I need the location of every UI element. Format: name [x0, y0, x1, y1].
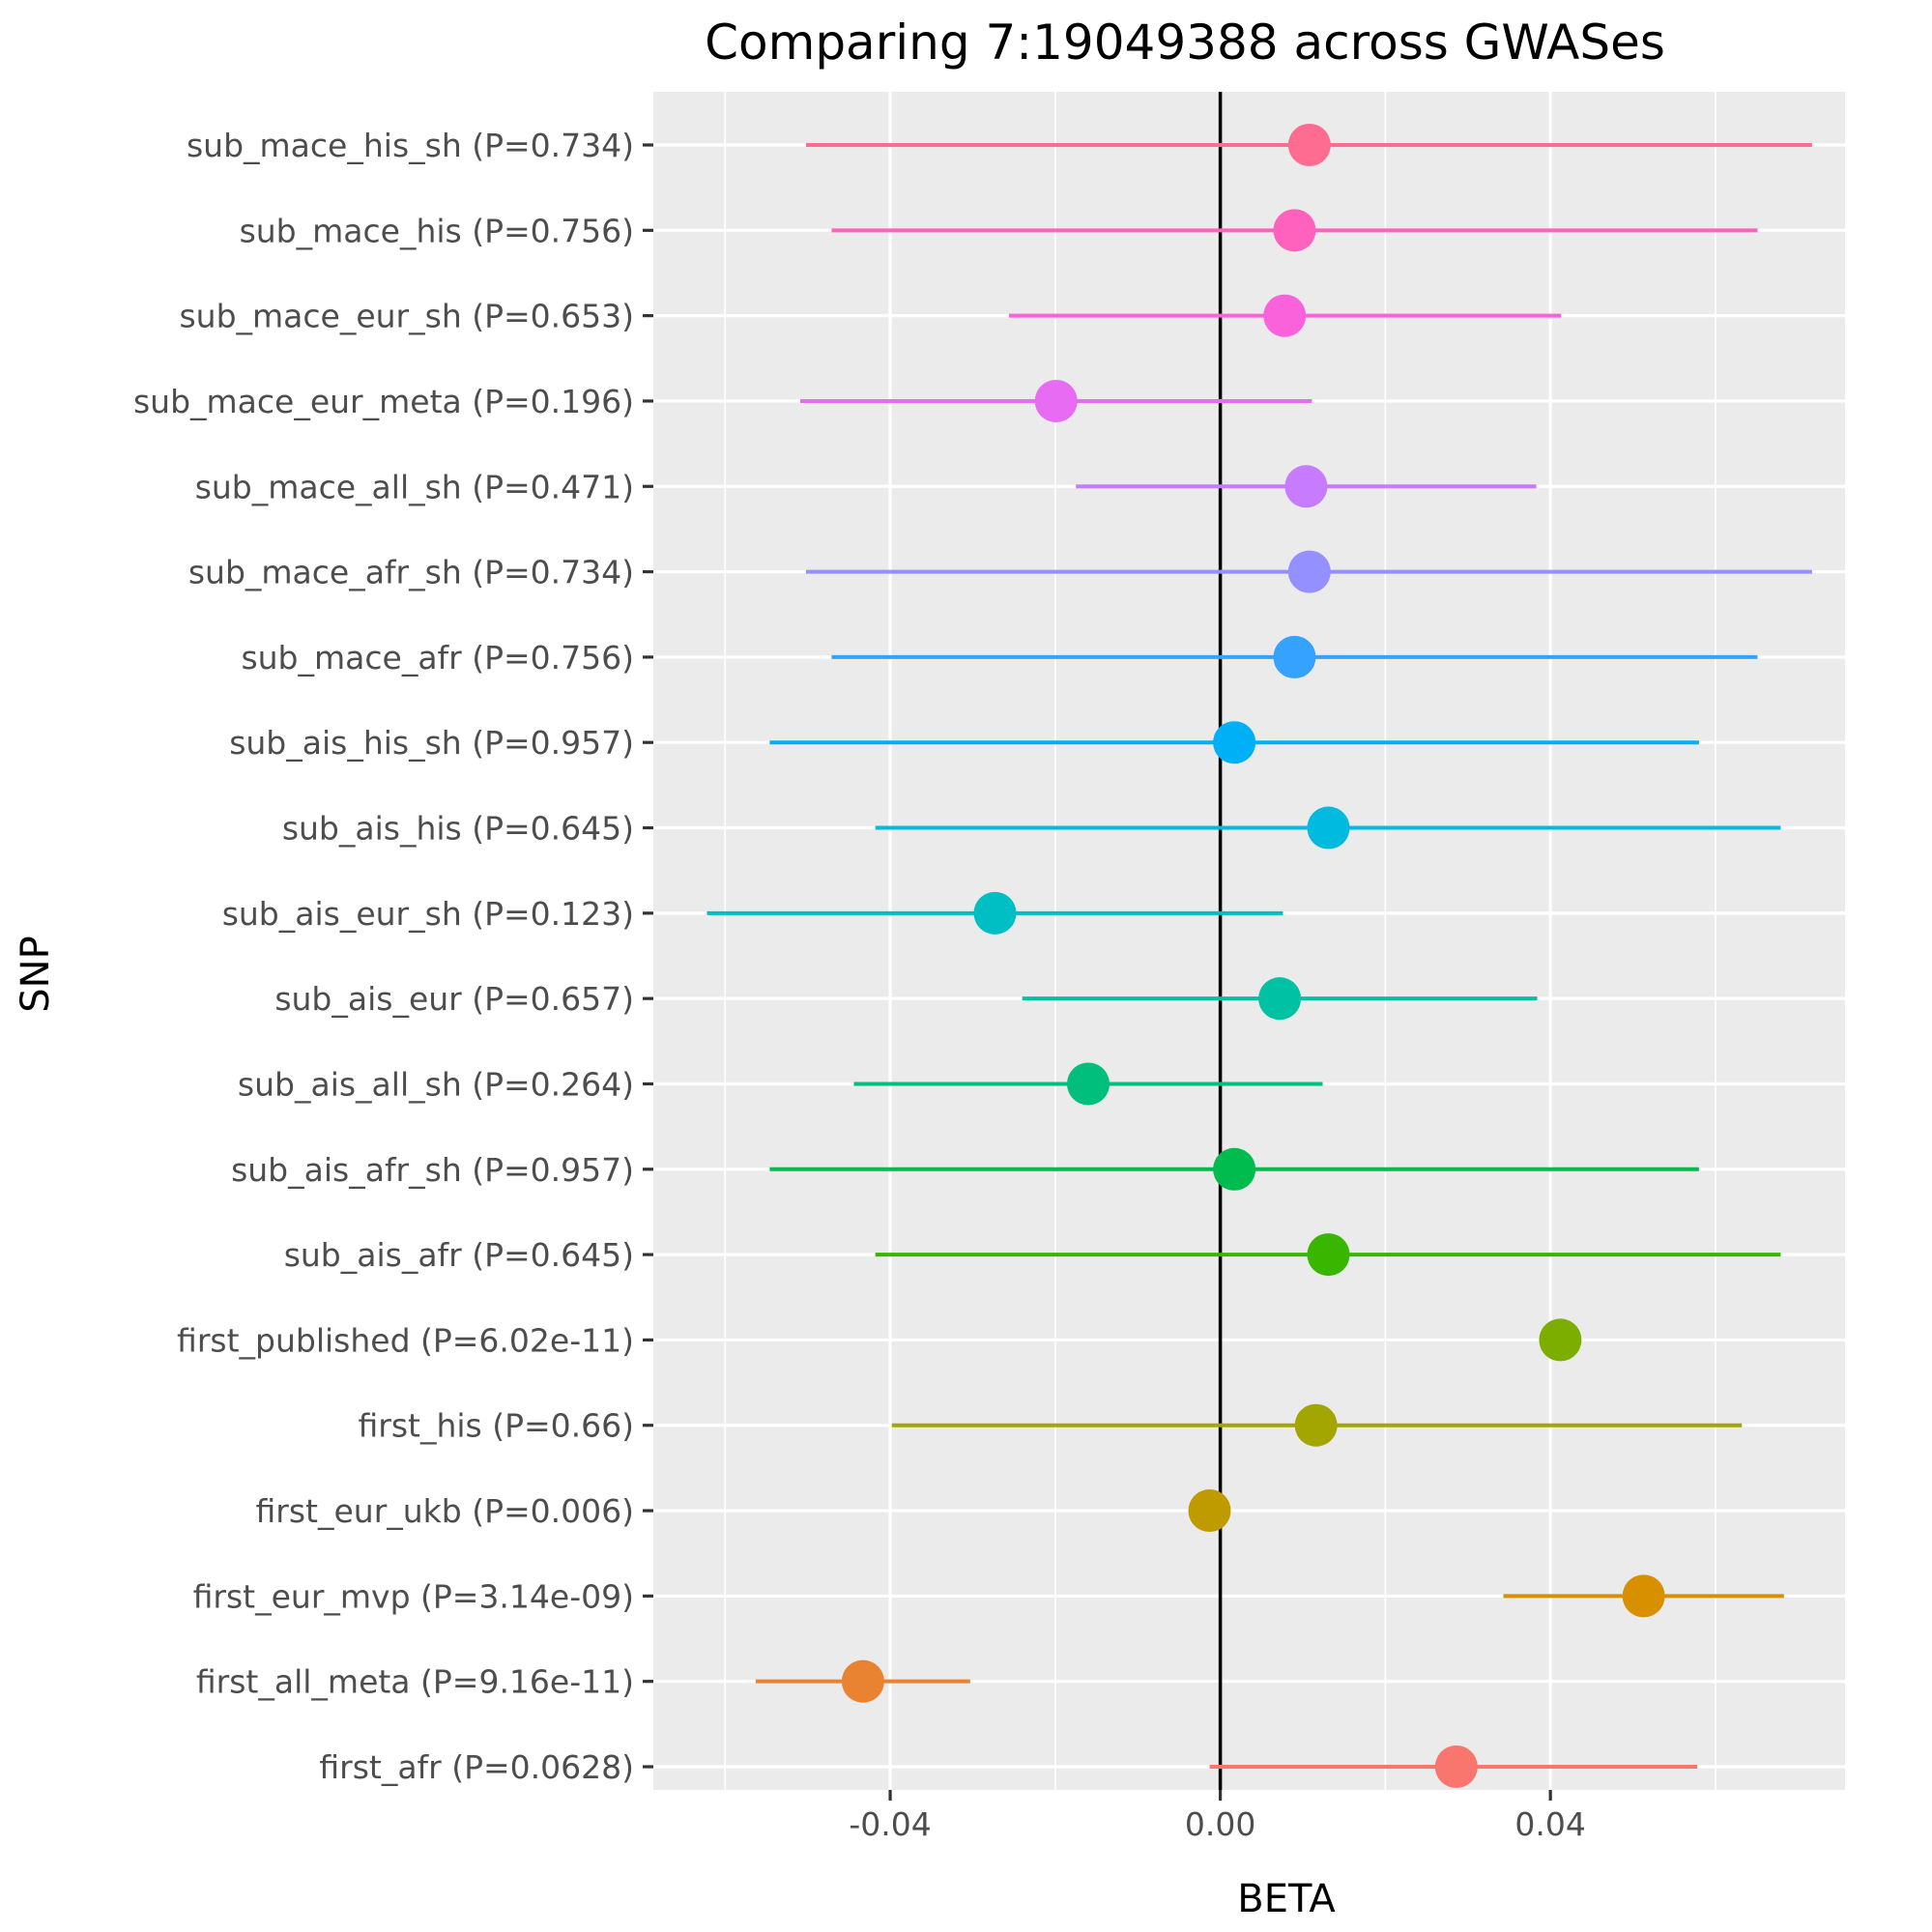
estimate-point-0	[1434, 1745, 1478, 1788]
y-tick-label-1: first_all_meta (P=9.16e-11)	[196, 1663, 634, 1701]
y-tick-label-13: sub_mace_afr (P=0.756)	[241, 639, 634, 677]
estimate-point-12	[1213, 721, 1256, 764]
x-axis-title: BETA	[1237, 1877, 1336, 1921]
estimate-point-9	[1258, 977, 1302, 1021]
estimate-point-18	[1273, 209, 1316, 252]
x-tick-label-2: 0.04	[1514, 1805, 1585, 1843]
estimate-marks	[706, 124, 1812, 1788]
y-tick-label-5: first_published (P=6.02e-11)	[177, 1321, 634, 1359]
estimate-point-17	[1263, 294, 1307, 337]
estimate-point-16	[1034, 379, 1078, 422]
x-tick-label-0: -0.04	[849, 1805, 931, 1843]
estimate-point-4	[1294, 1403, 1338, 1447]
y-tick-label-12: sub_ais_his_sh (P=0.957)	[229, 724, 634, 762]
y-axis-title: SNP	[14, 936, 58, 1012]
y-tick-label-2: first_eur_mvp (P=3.14e-09)	[193, 1577, 634, 1615]
y-tick-label-14: sub_mace_afr_sh (P=0.734)	[188, 554, 634, 591]
y-tick-label-9: sub_ais_eur (P=0.657)	[274, 980, 634, 1018]
estimate-point-1	[841, 1659, 884, 1703]
estimate-point-13	[1273, 635, 1316, 678]
estimate-point-3	[1188, 1489, 1231, 1533]
estimate-point-14	[1287, 550, 1331, 593]
y-tick-label-11: sub_ais_his (P=0.645)	[282, 810, 634, 848]
y-tick-label-17: sub_mace_eur_sh (P=0.653)	[179, 298, 634, 335]
plot-panel	[653, 92, 1845, 1790]
estimate-point-5	[1539, 1318, 1582, 1362]
y-tick-label-4: first_his (P=0.66)	[358, 1407, 634, 1445]
y-tick-label-19: sub_mace_his_sh (P=0.734)	[187, 127, 634, 164]
estimate-point-8	[1066, 1062, 1110, 1106]
y-axis: first_afr (P=0.0628) first_all_meta (P=9.…	[133, 127, 653, 1786]
y-tick-label-18: sub_mace_his (P=0.756)	[240, 212, 634, 249]
estimate-point-2	[1622, 1574, 1665, 1618]
estimate-point-15	[1284, 465, 1328, 508]
estimate-point-10	[973, 891, 1017, 935]
chart-title: Comparing 7:19049388 across GWASes	[705, 14, 1665, 71]
y-tick-label-7: sub_ais_afr_sh (P=0.957)	[231, 1151, 634, 1189]
estimate-point-19	[1287, 124, 1331, 166]
y-tick-label-0: first_afr (P=0.0628)	[319, 1748, 634, 1786]
y-tick-label-16: sub_mace_eur_meta (P=0.196)	[133, 383, 634, 420]
y-tick-label-6: sub_ais_afr (P=0.645)	[284, 1236, 634, 1274]
estimate-point-6	[1307, 1233, 1350, 1277]
y-tick-label-10: sub_ais_eur_sh (P=0.123)	[222, 895, 634, 933]
estimate-point-11	[1307, 806, 1350, 850]
y-tick-label-8: sub_ais_all_sh (P=0.264)	[238, 1065, 634, 1103]
y-tick-label-3: first_eur_ukb (P=0.006)	[255, 1492, 634, 1530]
minor-gridlines	[724, 92, 1716, 1790]
x-tick-label-1: 0.00	[1185, 1805, 1255, 1843]
x-axis: -0.04 0.00 0.04	[849, 1790, 1586, 1843]
estimate-point-7	[1213, 1147, 1256, 1191]
y-tick-label-15: sub_mace_all_sh (P=0.471)	[195, 468, 634, 505]
